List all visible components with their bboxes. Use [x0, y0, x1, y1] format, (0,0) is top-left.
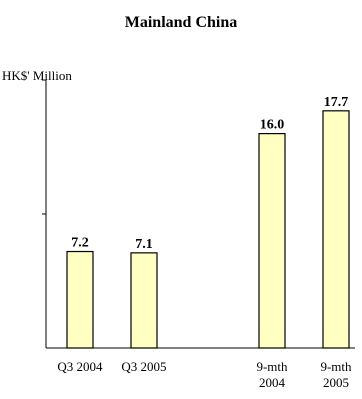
bar-value-label-2: 16.0: [260, 118, 285, 133]
x-tick-label-2-line-0: 9-mth: [256, 359, 288, 374]
y-axis-label: HK$' Million: [2, 68, 72, 83]
chart-title: Mainland China: [125, 14, 237, 31]
x-tick-label-2-line-1: 2004: [259, 375, 286, 390]
bar-2: [258, 133, 286, 349]
x-tick-label-1: Q3 2005: [121, 359, 166, 374]
x-tick-label-0: Q3 2004: [57, 359, 103, 374]
bar-value-label-1: 7.1: [135, 237, 153, 252]
bar-0: [66, 250, 94, 349]
bar-value-label-0: 7.2: [71, 236, 89, 251]
x-tick-label-3-line-0: 9-mth: [320, 359, 352, 374]
bar-1: [130, 252, 158, 349]
bar-value-label-3: 17.7: [324, 95, 349, 110]
x-tick-label-3-line-1: 2005: [323, 375, 349, 390]
bar-3: [322, 110, 350, 349]
